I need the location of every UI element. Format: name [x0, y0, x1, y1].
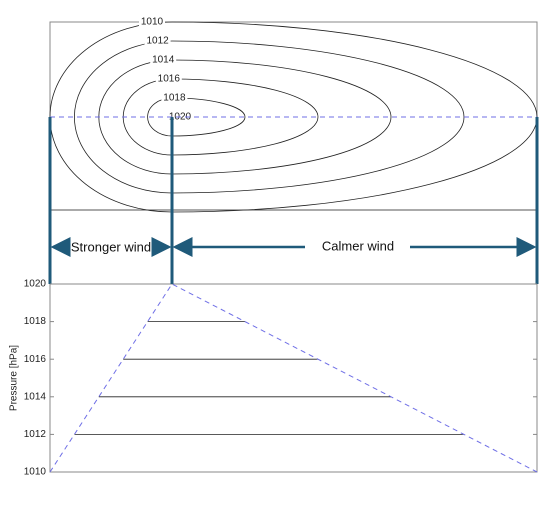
isobar-label: 1014: [152, 55, 175, 66]
isobar-label: 1018: [163, 93, 186, 104]
label-bg: [144, 35, 171, 47]
isobar: [122, 78, 319, 156]
label-bg: [161, 92, 188, 104]
annotation: Stronger wind: [71, 239, 151, 254]
label-bg: [150, 54, 177, 66]
bottom-frame: [49, 283, 538, 473]
isobar-label: 1010: [141, 17, 164, 28]
y-tick-label: 1020: [24, 279, 47, 290]
isobar-label: 1016: [158, 74, 181, 85]
y-tick-label: 1016: [24, 354, 47, 365]
isobar: [147, 97, 246, 137]
plot: 1010 1012 1014 1016 1018 1020: [24, 279, 538, 478]
y-axis-label: Pressure [hPa]: [9, 345, 20, 411]
y-tick-label: 1010: [24, 467, 47, 478]
dividers: [48, 117, 539, 284]
y-tick-label: 1018: [24, 316, 47, 327]
isobar: [49, 21, 538, 213]
isobar: [74, 40, 465, 194]
label-bg: [139, 16, 165, 28]
isobar: [98, 59, 392, 175]
y-tick-label: 1012: [24, 429, 47, 440]
y-tick-label: 1014: [24, 391, 47, 402]
label-bg: [155, 73, 182, 85]
pressure-profile: [49, 283, 538, 473]
annotation: Calmer wind: [322, 238, 394, 253]
isobar-label: 1012: [146, 36, 169, 47]
